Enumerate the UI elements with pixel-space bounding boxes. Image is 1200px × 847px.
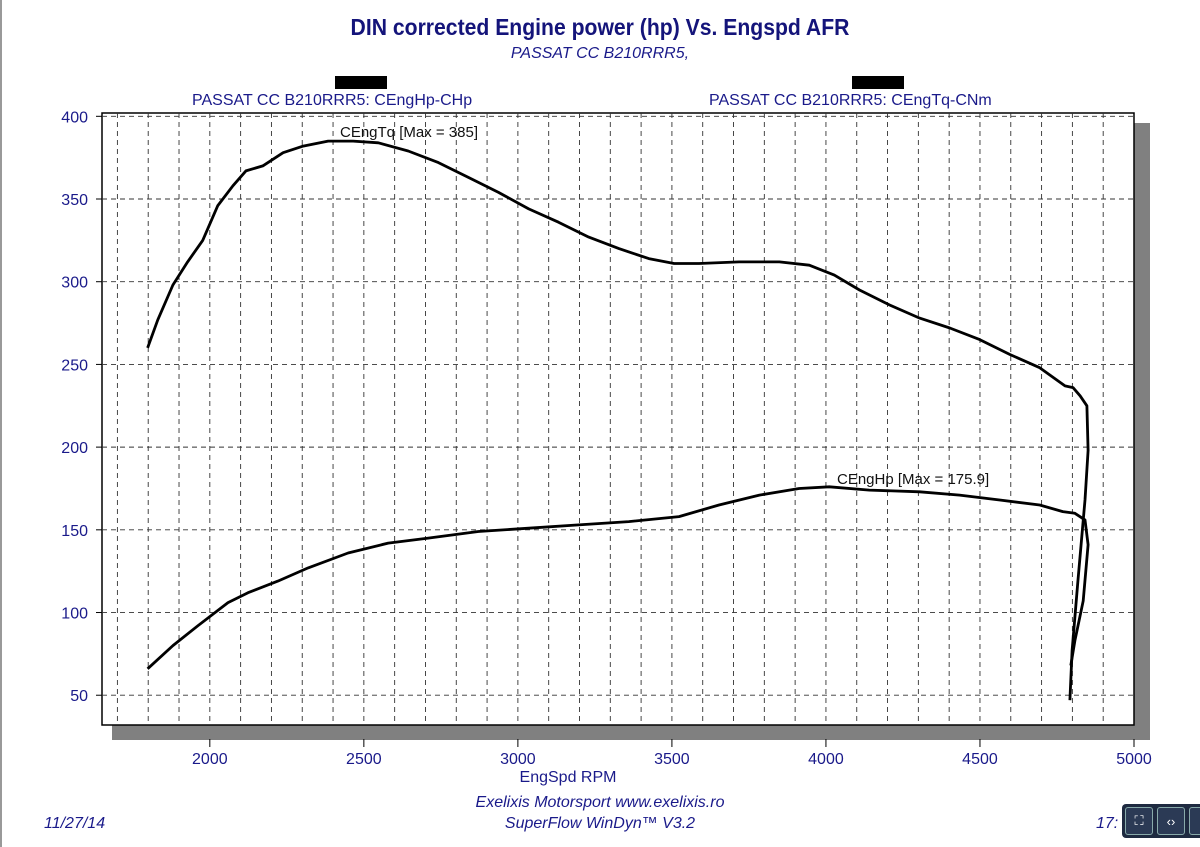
legend-swatch-hp [335, 76, 387, 89]
x-tick-label: 3000 [500, 751, 536, 768]
footer-software: SuperFlow WinDyn™ V3.2 [504, 815, 696, 832]
y-tick-label: 200 [61, 440, 88, 457]
legend-hp: PASSAT CC B210RRR5: CEngHp-CHp [192, 92, 473, 109]
annotation-tq-max: CEngTq [Max = 385] [340, 124, 478, 141]
fit-page-icon[interactable]: ⛶ [1125, 807, 1153, 835]
x-tick-label: 4500 [962, 751, 998, 768]
y-tick-label: 250 [61, 357, 88, 374]
search-icon[interactable]: ○ [1189, 807, 1200, 835]
series-line-hp [146, 485, 1090, 670]
x-axis-label: EngSpd RPM [520, 769, 617, 786]
footer-company: Exelixis Motorsport www.exelixis.ro [475, 794, 725, 811]
y-tick-label: 100 [61, 606, 88, 623]
y-tick-label: 50 [70, 688, 88, 705]
y-tick-label: 350 [61, 192, 88, 209]
y-tick-label: 150 [61, 523, 88, 540]
legend-tq: PASSAT CC B210RRR5: CEngTq-CNm [709, 92, 992, 109]
x-tick-label: 2500 [346, 751, 382, 768]
page-edge [0, 0, 2, 847]
series-line-tq [146, 139, 1090, 701]
x-tick-label: 3500 [654, 751, 690, 768]
chart-title: DIN corrected Engine power (hp) Vs. Engs… [350, 14, 850, 40]
footer-date: 11/27/14 [44, 815, 106, 832]
legend-swatch-tq [852, 76, 904, 89]
x-tick-label: 5000 [1116, 751, 1152, 768]
code-brackets-icon[interactable]: ‹› [1157, 807, 1185, 835]
y-tick-label: 400 [61, 109, 88, 126]
x-tick-label: 2000 [192, 751, 228, 768]
y-tick-label: 300 [61, 275, 88, 292]
chart-subtitle: PASSAT CC B210RRR5, [510, 45, 690, 62]
viewer-toolbar: ⛶ ‹› ○ [1122, 804, 1200, 838]
annotation-hp-max: CEngHp [Max = 175.9] [837, 471, 989, 488]
x-tick-label: 4000 [808, 751, 844, 768]
footer-time: 17: [1096, 815, 1119, 832]
plot-frame [101, 112, 1135, 726]
